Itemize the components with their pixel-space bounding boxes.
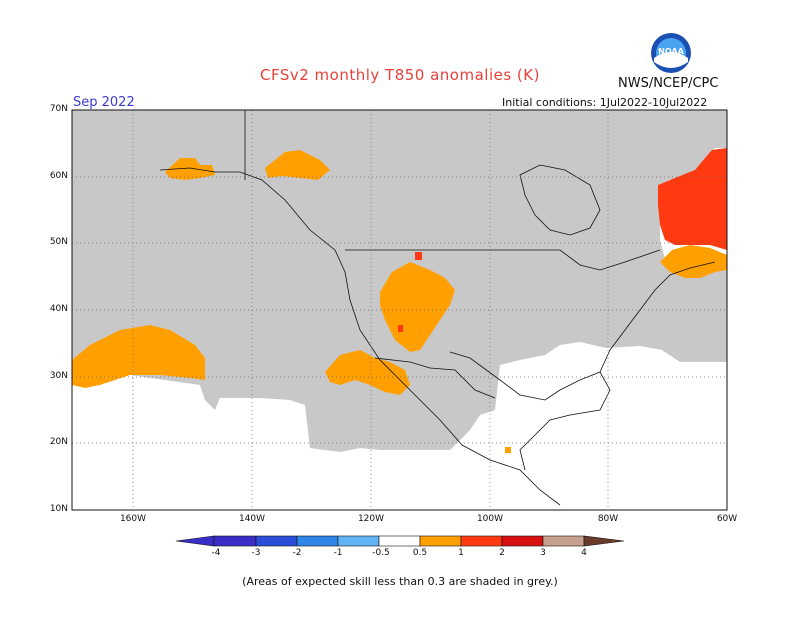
lat-label-60n: 60N [49,171,68,181]
colorbar-bin-0.5-1 [419,535,462,547]
anomaly-maritimes [660,245,727,278]
colorbar-label--3: -3 [251,548,261,558]
colorbar-bin-3-4 [542,535,585,547]
colorbar-label-2: 2 [499,548,505,558]
skill-footnote: (Areas of expected skill less than 0.3 a… [242,575,558,588]
anomaly-montana-speck [415,252,422,260]
colorbar-label-4: 4 [581,548,587,558]
noaa-logo-icon: NOAA [651,33,691,73]
colorbar-bin--0.5-0.5 [378,535,421,547]
atlantic-coastline [599,261,716,373]
colorbar-label--2: -2 [292,548,302,558]
colorbar-label-1: 1 [458,548,464,558]
colorbar-label-0_5: 0.5 [412,548,428,558]
map-title: CFSv2 monthly T850 anomalies (K) [260,66,540,84]
lon-label-100w: 100W [476,514,504,524]
initial-conditions: Initial conditions: 1Jul2022-10Jul2022 [502,96,708,109]
lat-label-20n: 20N [49,437,68,447]
anomaly-patches-1-2 [398,148,727,332]
anomaly-mexico-speck [505,447,511,453]
lon-label-60w: 60W [716,514,738,524]
anomaly-pacific-west [72,325,205,388]
map-frame [71,109,728,511]
colorbar-low-arrow [175,535,215,547]
lon-label-160w: 160W [119,514,147,524]
colorbar-label--4: -4 [211,548,221,558]
lat-label-50n: 50N [49,237,68,247]
lat-label-70n: 70N [49,104,68,114]
colorbar-label--0_5: -0.5 [372,548,390,558]
svg-text:NOAA: NOAA [658,47,684,56]
colorbar-bin--1--0.5 [337,535,380,547]
anomaly-baja [325,350,410,395]
lon-label-80w: 80W [597,514,619,524]
lon-label-120w: 120W [357,514,385,524]
colorbar-bin-1-2 [460,535,503,547]
us-mexico-border [374,357,496,399]
anomaly-alaska-south [165,158,215,180]
coastlines [159,110,716,506]
us-canada-border [345,249,661,271]
colorbar-label-3: 3 [540,548,546,558]
anomaly-patches-0_5-1 [72,150,727,453]
colorbar-high-arrow [583,535,625,547]
colorbar-label--1: -1 [333,548,343,558]
anomaly-nevada-speck [398,325,403,332]
colorbar-bin--2--1 [296,535,339,547]
graticule [72,110,727,510]
lat-label-30n: 30N [49,371,68,381]
anomaly-yukon [265,150,330,180]
colorbar-bin--3--2 [255,535,298,547]
lat-label-40n: 40N [49,304,68,314]
lat-label-10n: 10N [49,504,68,514]
lon-label-140w: 140W [238,514,266,524]
pacific-coastline [159,167,561,506]
hudson-bay-coast [519,164,601,236]
agency-label: NWS/NCEP/CPC [618,76,719,91]
forecast-month: Sep 2022 [73,95,135,110]
colorbar-bin--4--3 [213,535,257,547]
anomaly-quebec-labrador [658,148,727,250]
colorbar-bin-2-3 [501,535,544,547]
